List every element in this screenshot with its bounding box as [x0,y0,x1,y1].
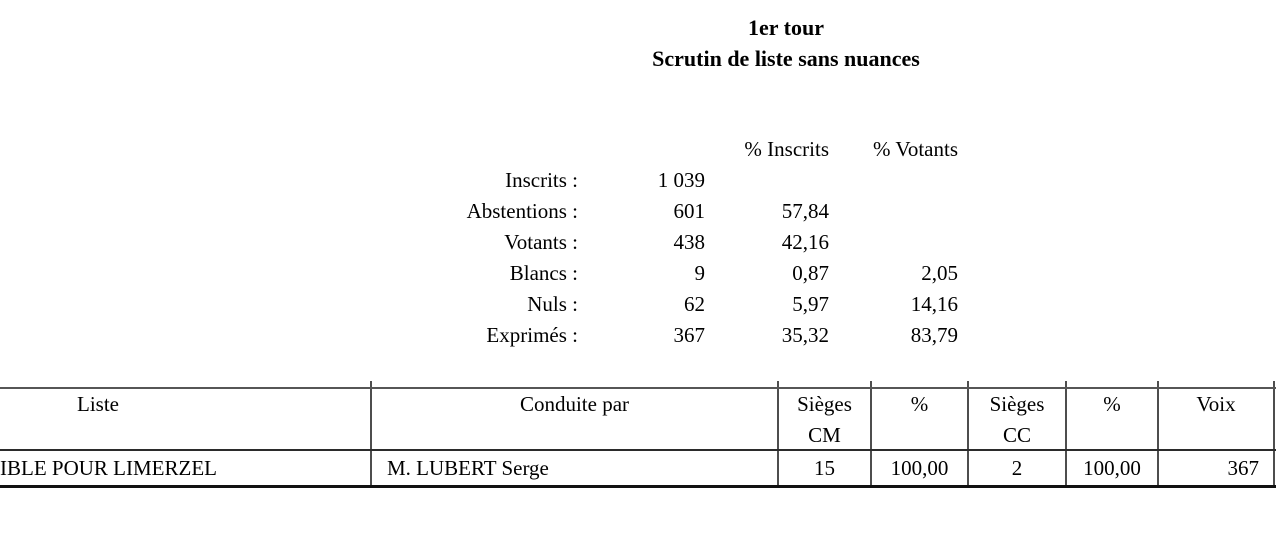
stats-row-blancs: Blancs : 9 0,87 2,05 [300,258,958,289]
table-header-sieges-cc: Sièges CC [989,392,1045,447]
stat-value: 62 [684,292,705,316]
title-ballot-type: Scrutin de liste sans nuances [652,46,920,71]
table-header-divider [0,449,1276,451]
stat-value: 1 039 [657,168,705,192]
stat-label: Exprimés : [486,323,578,347]
stat-pct-votants: 83,79 [910,323,958,347]
table-column-divider [1157,381,1159,485]
stat-value: 367 [673,323,706,347]
table-column-divider [1065,381,1067,485]
results-table: Liste Conduite par Sièges CM % Sièges CC… [0,381,1276,488]
table-bottom-border [0,485,1276,488]
table-cell-pct-cc: 100,00 [1083,456,1141,480]
stat-pct-inscrits: 35,32 [781,323,829,347]
stat-value: 9 [694,261,706,285]
stat-pct-votants [829,227,958,258]
table-cell-sieges-cc: 2 [1011,456,1023,480]
stat-pct-votants: 2,05 [921,261,958,285]
stat-label: Inscrits : [505,168,578,192]
table-cell-conduite-par: M. LUBERT Serge [387,456,549,480]
stat-pct-votants [829,165,958,196]
stat-label: Votants : [504,230,578,254]
stat-value: 601 [673,199,706,223]
stat-pct-votants: 14,16 [910,292,958,316]
stat-pct-inscrits [705,165,829,196]
table-column-divider [870,381,872,485]
stat-pct-inscrits: 57,84 [781,199,829,223]
table-cell-pct-cm: 100,00 [890,456,949,480]
stats-row-abstentions: Abstentions : 601 57,84 [300,196,958,227]
stat-label: Abstentions : [466,199,578,223]
table-cell-liste: IBLE POUR LIMERZEL [0,456,217,480]
stats-header-pct-inscrits: % Inscrits [744,137,829,161]
table-column-divider [777,381,779,485]
table-cell-sieges-cm: 15 [814,456,835,480]
table-header-conduite-par: Conduite par [519,392,630,416]
stats-row-nuls: Nuls : 62 5,97 14,16 [300,289,958,320]
table-header-liste: Liste [77,392,119,416]
table-header-voix: Voix [1196,392,1236,416]
stats-header-spacer [300,134,578,165]
participation-stats: % Inscrits % Votants Inscrits : 1 039 Ab… [300,134,958,351]
table-top-border [0,387,1276,389]
stats-row-inscrits: Inscrits : 1 039 [300,165,958,196]
stat-value: 438 [673,230,706,254]
stats-header-pct-votants: % Votants [873,137,958,161]
stat-pct-inscrits: 0,87 [792,261,829,285]
table-header-pct-cc: % [1103,392,1121,416]
table-cell-voix: 367 [1227,456,1260,480]
table-header-sieges-cm: Sièges CM [797,392,852,447]
stats-row-votants: Votants : 438 42,16 [300,227,958,258]
page-title: 1er tour Scrutin de liste sans nuances [286,12,1280,74]
stat-pct-votants [829,196,958,227]
stat-pct-inscrits: 42,16 [781,230,829,254]
stat-label: Nuls : [527,292,578,316]
stats-header-row: % Inscrits % Votants [300,134,958,165]
table-column-divider [967,381,969,485]
table-header-pct-cm: % [910,392,929,416]
table-right-border [1273,381,1275,485]
stats-row-exprimes: Exprimés : 367 35,32 83,79 [300,320,958,351]
title-round: 1er tour [748,15,824,40]
stats-header-spacer [578,134,705,165]
table-column-divider [370,381,372,485]
stat-pct-inscrits: 5,97 [792,292,829,316]
stat-label: Blancs : [509,261,578,285]
